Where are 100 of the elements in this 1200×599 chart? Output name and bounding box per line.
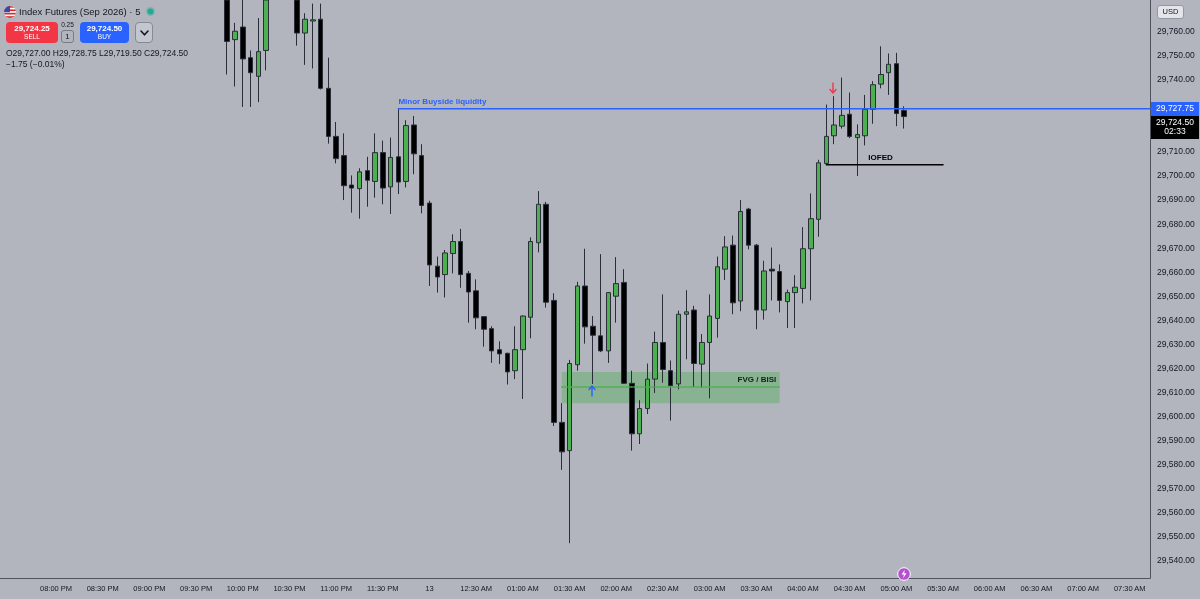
candlestick [730,235,736,315]
y-tick-label: 29,570.00 [1157,482,1196,493]
y-tick-label: 29,700.00 [1157,170,1196,181]
candlestick [442,249,448,298]
candlestick [341,132,347,201]
price-tag: 29,727.75 [1151,102,1199,116]
candlestick [878,45,884,89]
candlestick [512,325,518,380]
candlestick [855,123,860,177]
y-tick-label: 29,610.00 [1157,386,1196,397]
candlestick [232,22,238,88]
y-tick-label: 29,540.00 [1157,554,1196,565]
candlestick [326,57,331,145]
candlestick [901,105,907,130]
candlestick [450,233,456,274]
candlestick [505,352,510,386]
candlestick [847,92,852,139]
candlestick [831,95,837,145]
candlestick [598,253,603,353]
candlestick [263,0,269,71]
y-tick-label: 29,710.00 [1157,146,1196,157]
candlestick [606,291,611,364]
candlestick [357,167,362,220]
candlestick [365,156,370,208]
candlestick [349,174,354,214]
candlestick [691,305,697,388]
candlestick [520,314,526,400]
y-tick-label: 29,600.00 [1157,410,1196,421]
candlestick [302,12,308,66]
candlestick [458,228,463,289]
candlestick [403,119,409,188]
candlestick [754,243,759,330]
candlestick [536,190,541,253]
candlestick [411,115,417,175]
candlestick [777,263,782,313]
candlestick [427,200,432,287]
candlestick [419,143,424,214]
candlestick [637,399,642,445]
candlestick [785,289,790,329]
y-tick-label: 29,650.00 [1157,290,1196,301]
y-tick-label: 29,690.00 [1157,194,1196,205]
candlestick [473,278,479,330]
candlestick [582,248,588,345]
y-tick-label: 29,750.00 [1157,50,1196,61]
candlestick [621,268,627,385]
y-tick-label: 29,550.00 [1157,530,1196,541]
y-tick-label: 29,630.00 [1157,338,1196,349]
candlestick [746,207,751,250]
annotation: IOFED [868,152,893,163]
candlestick [862,94,868,146]
candlestick [613,256,619,324]
candlestick [380,140,386,205]
candlestick [668,360,673,422]
candlestick [769,247,775,301]
candlestick [481,315,487,348]
y-tick-label: 29,760.00 [1157,26,1196,37]
candlestick [629,370,635,452]
candlestick [660,293,666,384]
candlestick [870,80,876,125]
candlestick [894,52,899,127]
annotation: 29,724.25 [14,24,50,33]
y-tick-label: 29,680.00 [1157,218,1196,229]
candlestick [551,292,557,427]
candlestick [543,201,549,309]
quantity-field: 1 [61,30,74,43]
y-tick-label: 29,660.00 [1157,266,1196,277]
candlestick [590,315,596,385]
candlestick [886,52,891,96]
annotation: 29,724.50 [86,24,123,33]
candlestick [575,281,580,372]
candlestick [715,256,720,339]
candlestick [435,256,440,294]
y-tick-label: 29,640.00 [1157,314,1196,325]
candlestick [388,137,393,215]
annotation: Minor Buyside liquidity [398,96,487,107]
candlestick [761,260,767,321]
candlestick [800,226,806,304]
y-tick-label: 29,580.00 [1157,458,1196,469]
y-tick-label: 29,740.00 [1157,74,1196,85]
text: Index Futures (Sep 2026) · 5 [19,5,141,18]
y-tick-label: 29,670.00 [1157,242,1196,253]
annotation: O29,727.00 H29,728.75 L29,719.50 C29,724.50 −1.75 (−0.01%) [6,48,189,70]
candlestick [318,3,323,91]
y-tick-label: 29,620.00 [1157,362,1196,373]
candlestick [396,108,401,195]
annotation: FVG / BISI [737,374,777,385]
candlestick [224,0,230,75]
candlestick [248,49,253,108]
candlestick [466,270,471,324]
candlestick [684,289,689,360]
price-tag: 29,724.50 02:33 [1151,115,1199,139]
candlestick [722,235,728,281]
candlestick [489,325,494,364]
y-tick-label: 29,560.00 [1157,506,1196,517]
candlestick [792,274,798,329]
candlestick [808,192,814,301]
candlestick [294,0,300,47]
candlestick [256,17,261,103]
y-tick-label: 29,590.00 [1157,434,1196,445]
candlestick [528,236,533,339]
